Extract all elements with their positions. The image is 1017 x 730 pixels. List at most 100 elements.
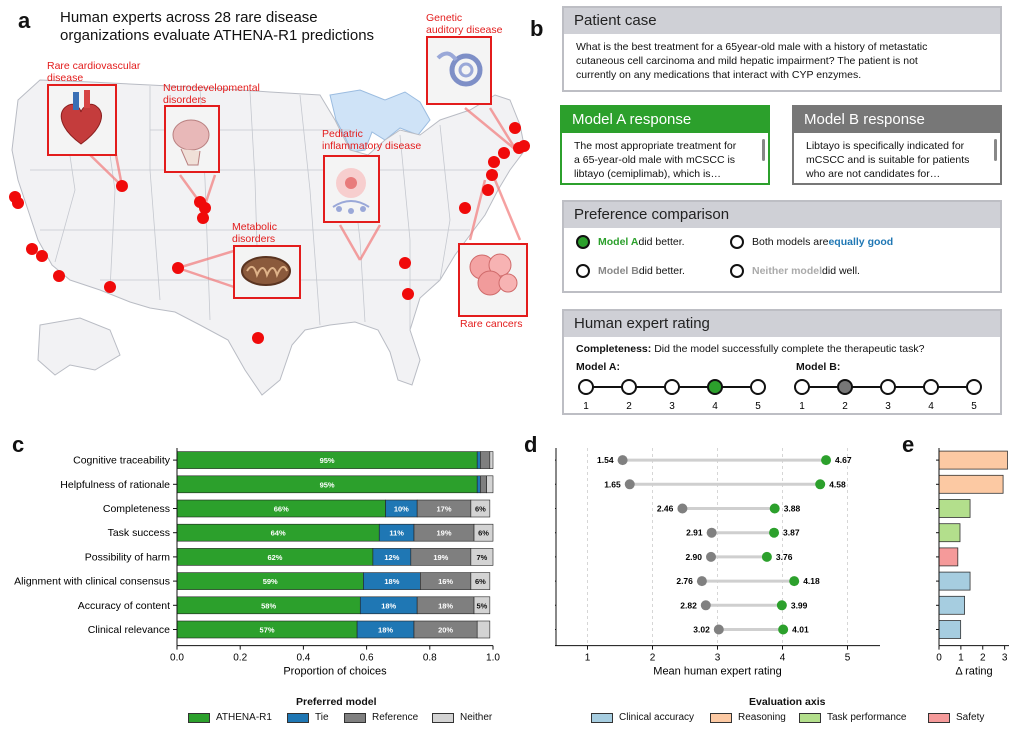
d-point-athena xyxy=(821,455,832,466)
d-point-reference xyxy=(677,503,688,514)
radio-neither[interactable] xyxy=(730,264,744,278)
site-markers xyxy=(9,122,530,344)
model-a-rating-number: 4 xyxy=(712,401,718,412)
c-bar-label: 59% xyxy=(263,577,278,586)
c-xtick-label: 0.2 xyxy=(233,653,247,664)
option-model-b[interactable]: Model B did better. xyxy=(576,264,685,278)
model-a-title: Model A response xyxy=(562,107,768,133)
model-b-line3: who are not candidates for… xyxy=(806,168,941,180)
site-marker xyxy=(486,169,498,181)
legend-e-item: Reasoning xyxy=(710,712,786,723)
model-a-rating-option[interactable] xyxy=(750,379,766,395)
us-map xyxy=(9,79,530,396)
radio-equal[interactable] xyxy=(730,235,744,249)
rating-question: Completeness: Did the model successfully… xyxy=(576,343,924,355)
illus-mitochondria xyxy=(233,245,301,299)
c-bar-label: 19% xyxy=(437,529,452,538)
rating-question-rest: Did the model successfully complete the … xyxy=(651,343,925,355)
legend-label: ATHENA-R1 xyxy=(216,712,272,723)
c-bar-label: 12% xyxy=(384,553,399,562)
e-bar xyxy=(938,620,962,639)
model-b-rating-option[interactable] xyxy=(794,379,810,395)
site-marker xyxy=(498,147,510,159)
model-a-scrollbar[interactable] xyxy=(762,139,765,161)
e-xtick-label: 3 xyxy=(1002,653,1008,664)
c-category-label: Task success xyxy=(108,527,170,539)
label-neuro: Neurodevelopmental disorders xyxy=(163,82,260,106)
model-b-rating-option[interactable] xyxy=(880,379,896,395)
option-model-b-bold: Model B xyxy=(598,265,639,277)
label-neuro-line1: Neurodevelopmental xyxy=(163,82,260,94)
legend-label: Safety xyxy=(956,712,985,723)
model-b-rating-option[interactable] xyxy=(923,379,939,395)
legend-e-title: Evaluation axis xyxy=(749,696,826,708)
c-bar-reference xyxy=(480,475,487,494)
d-point-athena xyxy=(776,600,787,611)
model-a-line1: The most appropriate treatment for xyxy=(574,140,737,152)
e-xtick-label: 0 xyxy=(936,653,942,664)
model-a-rating-option[interactable] xyxy=(621,379,637,395)
c-xtick-label: 0.6 xyxy=(360,653,374,664)
d-label-reference: 1.65 xyxy=(604,479,621,489)
radio-model-a[interactable] xyxy=(576,235,590,249)
c-bar-label: 18% xyxy=(378,626,393,635)
panel-letter-e: e xyxy=(902,432,915,457)
legend-e-item: Task performance xyxy=(799,712,906,723)
model-a-rating-option[interactable] xyxy=(707,379,723,395)
d-label-athena: 4.67 xyxy=(835,455,852,465)
d-label-athena: 4.18 xyxy=(803,576,820,586)
legend-swatch xyxy=(710,712,732,723)
label-cardio: Rare cardiovascular disease xyxy=(47,60,140,84)
model-a-line2: a 65-year-old male with mCSCC is xyxy=(574,154,736,166)
c-bar-label: 5% xyxy=(477,601,488,610)
model-b-line2: mCSCC and is suitable for patients xyxy=(806,154,970,166)
cancer-cell-icon xyxy=(469,253,518,296)
label-pediatric: Pediatric inflammatory disease xyxy=(322,128,421,152)
model-b-rating-option[interactable] xyxy=(837,379,853,395)
label-cancer: Rare cancers xyxy=(460,318,523,330)
c-bar-label: 19% xyxy=(433,553,448,562)
d-xtick-label: 4 xyxy=(780,653,786,664)
site-marker xyxy=(116,180,128,192)
panel-a-title-line1: Human experts across 28 rare disease xyxy=(60,9,318,26)
d-point-reference xyxy=(624,479,635,490)
model-b-rating-number: 5 xyxy=(971,401,977,412)
option-model-a[interactable]: Model A did better. xyxy=(576,235,685,249)
legend-c-item: Neither xyxy=(432,712,492,723)
c-xtick-label: 1.0 xyxy=(486,653,500,664)
d-label-reference: 2.46 xyxy=(657,504,674,514)
e-xlabel: Δ rating xyxy=(955,666,992,678)
model-b-rating-option[interactable] xyxy=(966,379,982,395)
d-label-athena: 4.01 xyxy=(792,625,809,635)
model-a-rating-number: 5 xyxy=(755,401,761,412)
c-bar-label: 10% xyxy=(394,505,409,514)
radio-model-b[interactable] xyxy=(576,264,590,278)
c-xtick-label: 0.4 xyxy=(296,653,310,664)
model-a-rating-option[interactable] xyxy=(664,379,680,395)
d-point-reference xyxy=(700,600,711,611)
label-pediatric-line1: Pediatric xyxy=(322,128,363,140)
heart-icon xyxy=(60,90,102,145)
label-cardio-line1: Rare cardiovascular xyxy=(47,60,141,72)
c-bar-neither xyxy=(473,596,491,615)
d-label-reference: 2.76 xyxy=(676,576,693,586)
model-a-rating-option[interactable] xyxy=(578,379,594,395)
illus-heart xyxy=(47,84,117,156)
panel-c-chart: Cognitive traceability 95% Helpfulness of … xyxy=(14,448,500,678)
patient-case-text: What is the best treatment for a 65year-… xyxy=(564,34,1000,88)
e-xtick-label: 1 xyxy=(958,653,964,664)
c-bar-label: 11% xyxy=(389,529,404,538)
d-label-athena: 3.99 xyxy=(791,600,808,610)
d-point-reference xyxy=(706,551,716,562)
d-point-reference xyxy=(706,527,717,538)
legend-swatch xyxy=(287,712,309,723)
model-b-scrollbar[interactable] xyxy=(994,139,997,161)
option-neither[interactable]: Neither model did well. xyxy=(730,264,860,278)
e-bar xyxy=(938,547,959,567)
site-marker xyxy=(482,184,494,196)
c-bar-neither xyxy=(489,451,494,469)
us-outline xyxy=(11,79,526,396)
model-b-line1: Libtayo is specifically indicated for xyxy=(806,140,965,152)
d-xlabel: Mean human expert rating xyxy=(653,666,781,678)
option-equal[interactable]: Both models are equally good xyxy=(730,235,893,249)
